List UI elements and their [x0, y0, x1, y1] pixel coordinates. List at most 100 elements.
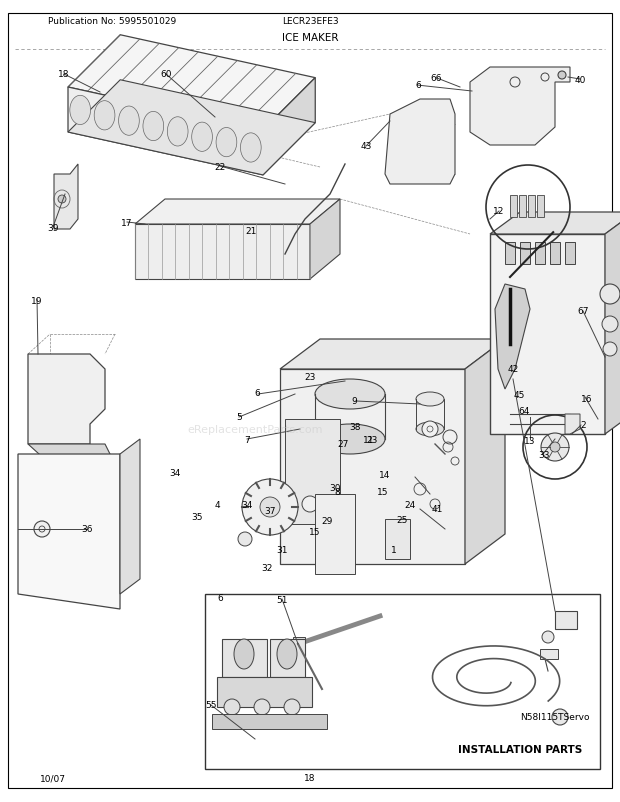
Text: Publication No: 5995501029: Publication No: 5995501029 [48, 18, 176, 26]
Polygon shape [54, 164, 78, 229]
Text: ICE MAKER: ICE MAKER [281, 33, 339, 43]
Text: 37: 37 [264, 506, 275, 516]
Text: 29: 29 [322, 516, 333, 526]
Bar [555, 611, 577, 630]
Text: 9: 9 [352, 396, 358, 406]
Polygon shape [263, 79, 315, 176]
Text: 10/07: 10/07 [40, 774, 66, 783]
Text: 4: 4 [214, 500, 220, 510]
Text: 40: 40 [575, 75, 586, 85]
Circle shape [224, 699, 240, 715]
Circle shape [302, 496, 318, 512]
Text: 42: 42 [507, 364, 518, 374]
Text: 18: 18 [304, 774, 316, 783]
Circle shape [58, 196, 66, 204]
Circle shape [254, 699, 270, 715]
Circle shape [34, 521, 50, 537]
Circle shape [558, 72, 566, 80]
Ellipse shape [416, 392, 444, 407]
Circle shape [260, 497, 280, 517]
Text: 23: 23 [366, 435, 378, 444]
Bar [135, 225, 310, 280]
Text: 43: 43 [360, 142, 371, 152]
Bar [205, 594, 600, 769]
Polygon shape [18, 455, 120, 610]
Polygon shape [385, 100, 455, 184]
Text: INSTALLATION PARTS: INSTALLATION PARTS [458, 744, 582, 754]
Circle shape [541, 433, 569, 461]
Text: 38: 38 [350, 422, 361, 431]
Ellipse shape [416, 423, 444, 436]
Text: 34: 34 [169, 468, 180, 478]
Circle shape [242, 480, 298, 535]
Text: 7: 7 [244, 435, 250, 444]
Text: 21: 21 [246, 226, 257, 236]
Bar [270, 639, 305, 677]
Bar [490, 235, 605, 435]
Ellipse shape [234, 639, 254, 669]
Text: 36: 36 [81, 525, 92, 534]
Text: 16: 16 [582, 395, 593, 404]
Polygon shape [68, 36, 315, 131]
Polygon shape [280, 339, 505, 370]
Ellipse shape [118, 107, 140, 136]
Circle shape [552, 709, 568, 725]
Text: eReplacementParts.com: eReplacementParts.com [187, 424, 323, 435]
Circle shape [414, 484, 426, 496]
Polygon shape [68, 88, 263, 176]
Circle shape [422, 422, 438, 437]
Ellipse shape [241, 134, 261, 163]
Circle shape [443, 431, 457, 444]
Ellipse shape [216, 128, 237, 157]
Text: 66: 66 [431, 74, 442, 83]
Ellipse shape [94, 102, 115, 131]
Text: 24: 24 [405, 500, 416, 510]
Circle shape [542, 631, 554, 643]
Text: N58I115TServo: N58I115TServo [520, 713, 590, 722]
Polygon shape [605, 213, 620, 435]
Text: 30: 30 [329, 483, 340, 492]
Polygon shape [465, 339, 505, 565]
Bar [505, 243, 515, 265]
Text: 11: 11 [363, 435, 374, 444]
Text: 8: 8 [334, 487, 340, 496]
Text: 22: 22 [215, 162, 226, 172]
Polygon shape [28, 354, 105, 444]
Polygon shape [470, 68, 570, 146]
Text: 6: 6 [415, 81, 421, 91]
Text: 55: 55 [205, 699, 216, 709]
Text: 14: 14 [379, 470, 390, 480]
Polygon shape [495, 285, 530, 390]
Ellipse shape [315, 424, 385, 455]
Ellipse shape [167, 118, 188, 147]
Bar [537, 196, 544, 217]
Text: 15: 15 [309, 527, 320, 537]
Text: 64: 64 [518, 406, 529, 415]
Circle shape [603, 342, 617, 357]
Circle shape [602, 317, 618, 333]
Ellipse shape [277, 639, 297, 669]
Text: 12: 12 [494, 206, 505, 216]
Ellipse shape [192, 123, 213, 152]
Bar [385, 520, 410, 559]
Text: LECR23EFE3: LECR23EFE3 [281, 18, 339, 26]
Text: 6: 6 [217, 593, 223, 602]
Text: 32: 32 [261, 563, 272, 573]
Bar [540, 649, 558, 659]
Polygon shape [28, 444, 115, 464]
Circle shape [600, 285, 620, 305]
Bar [293, 638, 305, 652]
Polygon shape [120, 439, 140, 594]
Text: 31: 31 [277, 545, 288, 554]
Bar [212, 714, 327, 729]
Text: 51: 51 [277, 595, 288, 605]
Bar [280, 370, 465, 565]
Text: 67: 67 [577, 306, 588, 316]
Bar [510, 196, 517, 217]
Text: 13: 13 [525, 436, 536, 446]
Polygon shape [490, 213, 620, 235]
Text: 1: 1 [391, 545, 397, 554]
Bar [315, 494, 355, 574]
Bar [520, 243, 530, 265]
Text: 39: 39 [47, 224, 58, 233]
